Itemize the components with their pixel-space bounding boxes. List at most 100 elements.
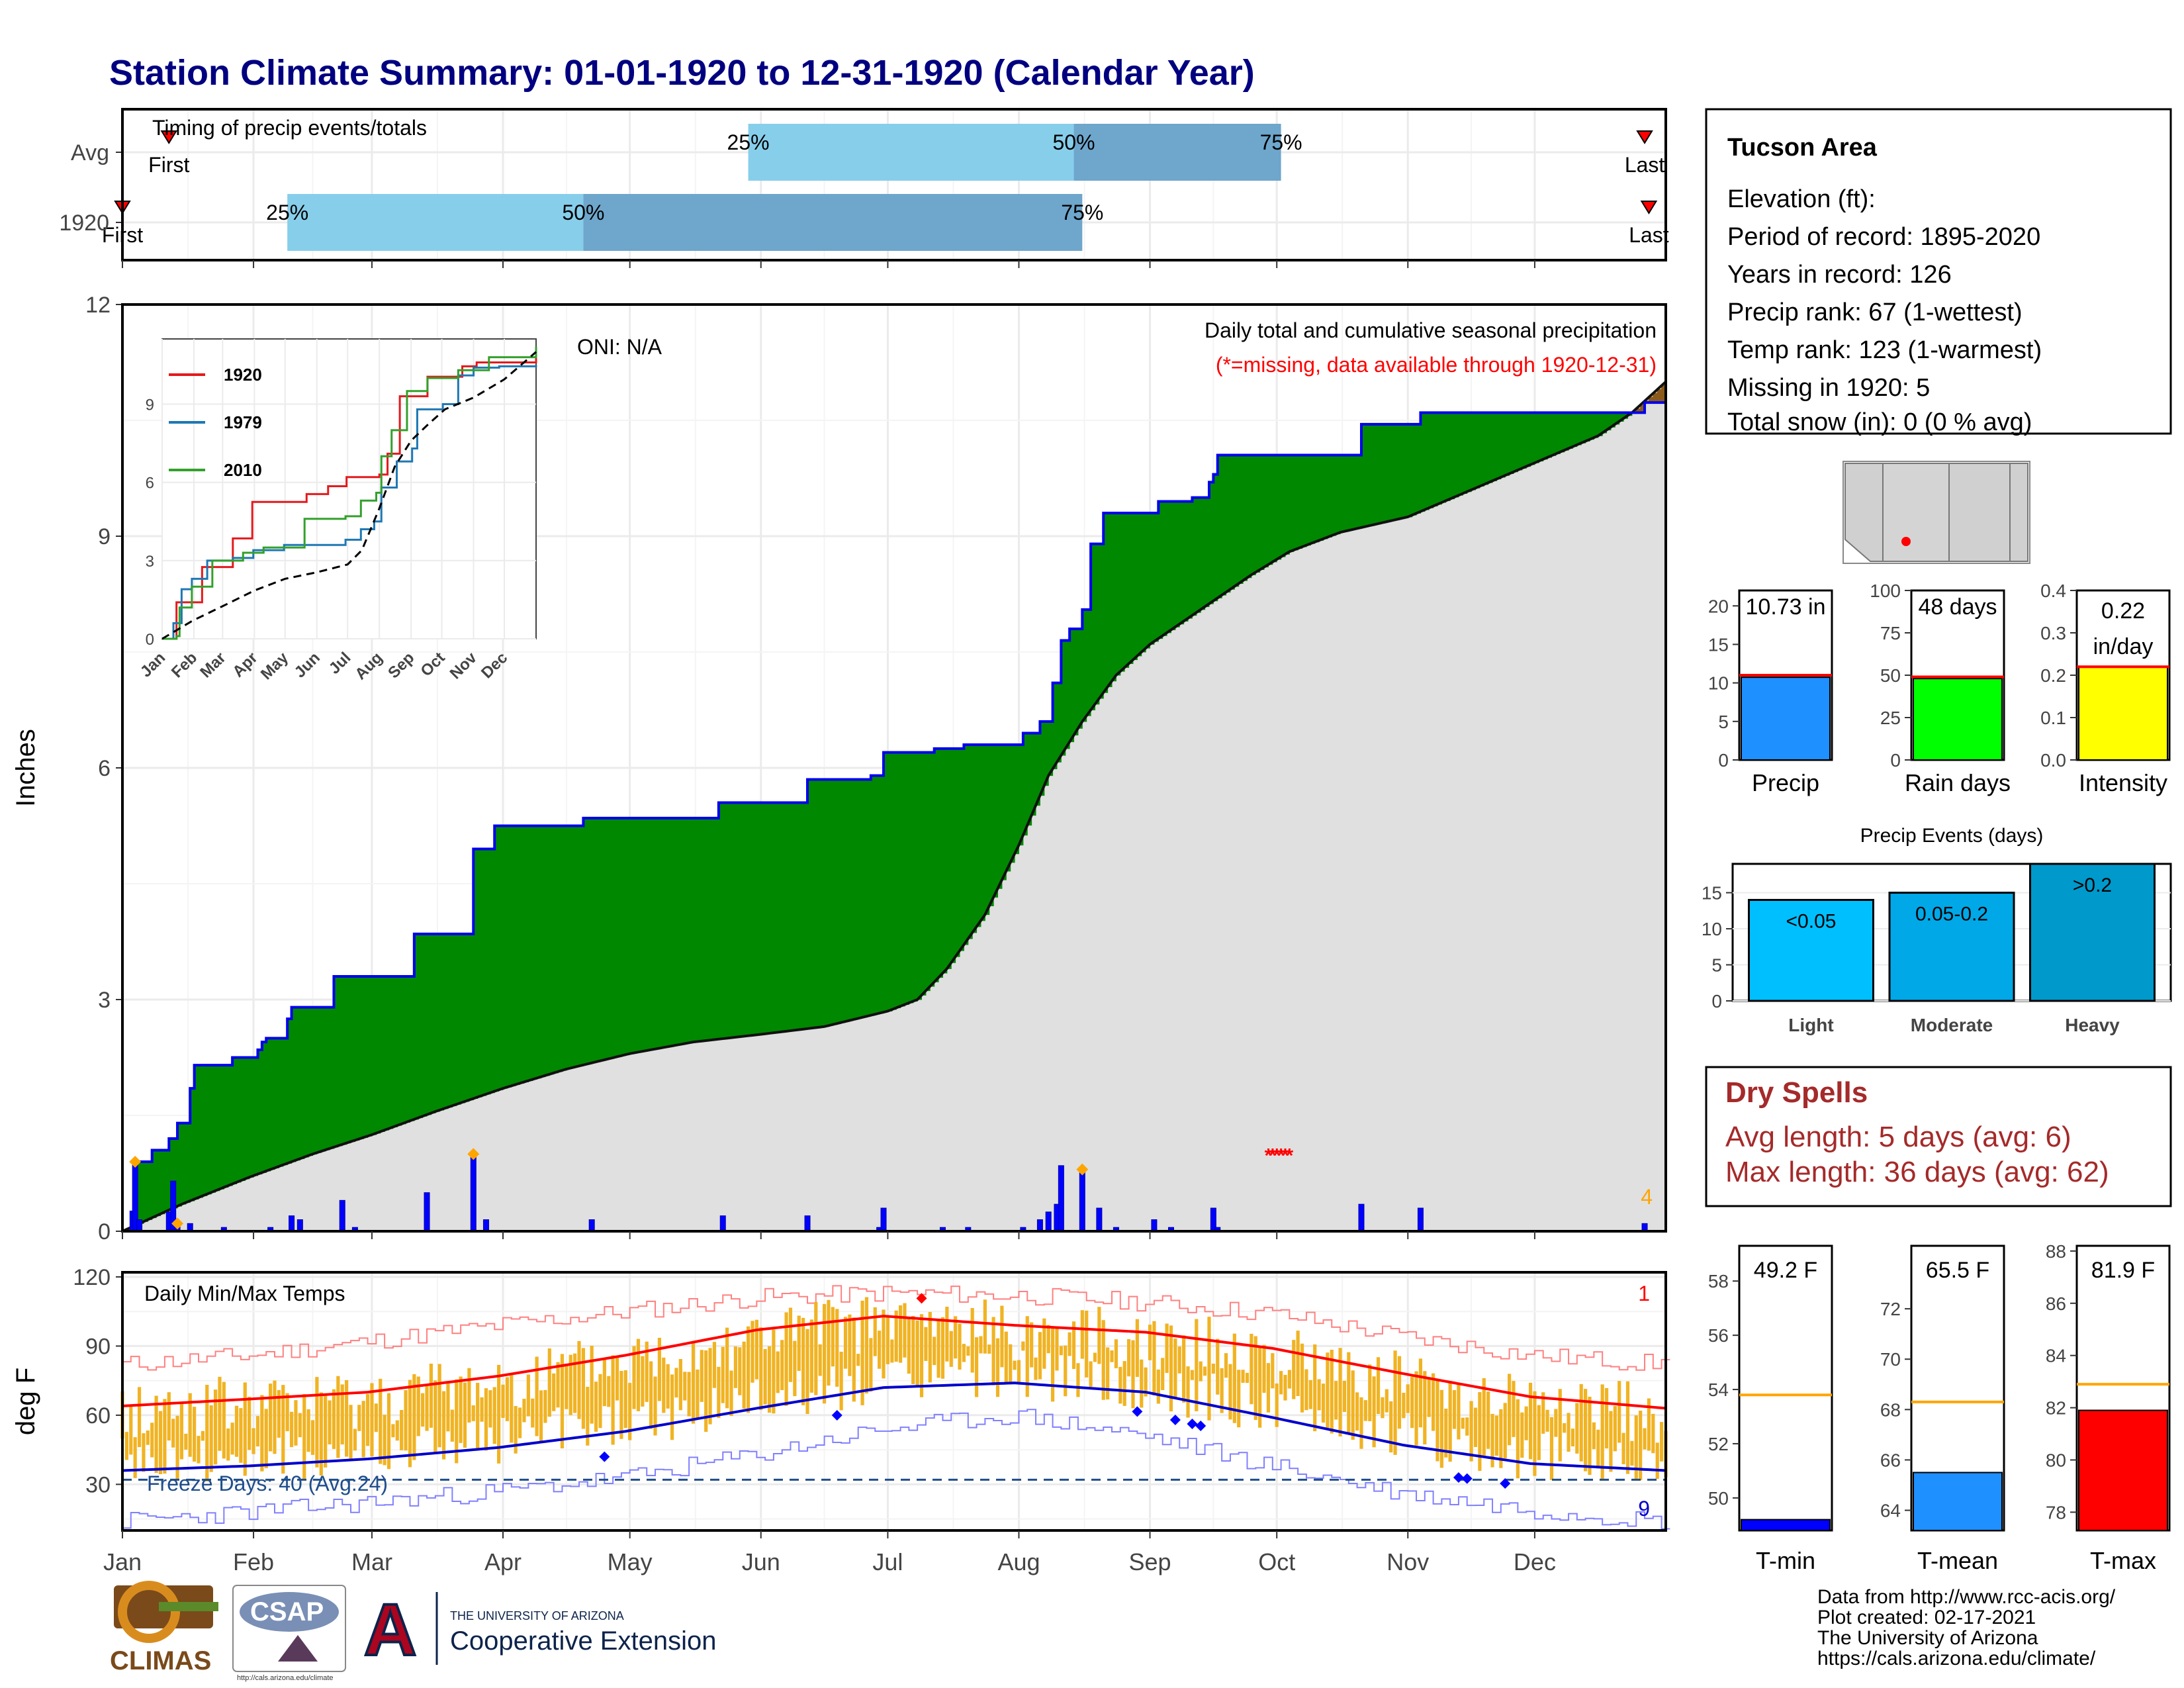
years-in-record: Years in record: 126 xyxy=(1727,261,1952,289)
event-bar xyxy=(1888,892,2015,1002)
summary-ytick-label: 75 xyxy=(1880,623,1901,643)
timing-first-marker xyxy=(160,130,178,144)
summary-bar xyxy=(1913,678,2003,761)
daily-precip-bar xyxy=(136,1219,143,1232)
record-low-marker xyxy=(1132,1406,1143,1417)
inset-legend-label: 1920 xyxy=(224,365,262,385)
timing-pct-label: 50% xyxy=(562,201,604,224)
month-label: Jun xyxy=(742,1548,780,1575)
record-low-marker xyxy=(1169,1414,1181,1425)
tsum-frame xyxy=(1738,1244,1833,1532)
month-label: Feb xyxy=(233,1548,274,1575)
tsum-bar xyxy=(2078,1409,2168,1532)
summary-bars: 10.73 in 0 5 10 15 20 Precip 48 days 0 25 50 75 100 R… xyxy=(1708,581,2171,796)
record-low-marker xyxy=(831,1410,842,1421)
precip-ytick-label: 3 xyxy=(98,988,111,1013)
ua-name: THE UNIVERSITY OF ARIZONA xyxy=(450,1609,624,1622)
tsum-ytick-label: 64 xyxy=(1880,1501,1901,1521)
precip-annotation: Daily total and cumulative seasonal prec… xyxy=(1205,318,1657,342)
daily-precip-bar xyxy=(880,1207,887,1232)
month-label: May xyxy=(608,1548,653,1575)
month-label: Jan xyxy=(103,1548,142,1575)
summary-ytick-label: 5 xyxy=(1718,712,1729,732)
precip-ytick-label: 0 xyxy=(98,1219,111,1244)
university-of-arizona-logo: A THE UNIVERSITY OF ARIZONA Cooperative … xyxy=(363,1588,716,1672)
tsum-ytick-label: 52 xyxy=(1708,1434,1729,1454)
tsum-value-label: 65.5 F xyxy=(1926,1258,1989,1283)
station-info-box: Tucson Area Elevation (ft): Period of re… xyxy=(1705,108,2172,436)
daily-precip-bar xyxy=(470,1153,477,1232)
extreme-precip-marker xyxy=(467,1148,480,1160)
temp-rank: Temp rank: 123 (1-warmest) xyxy=(1727,336,2042,364)
month-label: Sep xyxy=(1129,1548,1171,1575)
timing-pct-label: 25% xyxy=(727,130,770,154)
record-high-marker xyxy=(916,1293,927,1304)
tsum-label: T-max xyxy=(2090,1547,2156,1574)
freeze-days-label: Freeze Days: 40 (Avg:24) xyxy=(147,1472,388,1495)
event-bar-label: >0.2 xyxy=(2073,874,2112,896)
extreme-precip-marker xyxy=(171,1217,184,1230)
total-snow: Total snow (in): 0 (0 % avg) xyxy=(1727,408,2032,436)
summary-value-label: 0.22 xyxy=(2101,598,2145,624)
event-bar xyxy=(2029,863,2156,1002)
events-ytick-label: 15 xyxy=(1702,883,1722,904)
missing-day-marker: * xyxy=(1281,1145,1289,1166)
temp-ytick-label: 120 xyxy=(73,1265,111,1290)
daily-precip-bar xyxy=(296,1219,303,1232)
cooperative-extension: Cooperative Extension xyxy=(450,1626,716,1656)
summary-bar xyxy=(1741,677,1831,761)
footer-plot-created: Plot created: 02-17-2021 xyxy=(1817,1607,2036,1628)
tsum-ytick-label: 68 xyxy=(1880,1399,1901,1420)
tsum-ytick-label: 88 xyxy=(2046,1241,2066,1262)
timing-title: Timing of precip events/totals xyxy=(152,116,427,140)
daily-precip-bar xyxy=(339,1199,345,1232)
daily-precip-bar xyxy=(1045,1211,1052,1232)
daily-precip-bar xyxy=(1036,1219,1043,1232)
summary-ytick-label: 0.0 xyxy=(2040,750,2066,771)
record-max-line xyxy=(122,1285,1670,1371)
station-location-marker xyxy=(1901,537,1911,546)
inset-series-line xyxy=(162,358,537,640)
location-map xyxy=(1843,461,2030,564)
daily-precip-bar xyxy=(1417,1207,1424,1232)
csap-logo-url: http://cals.arizona.edu/climate xyxy=(237,1674,334,1682)
inset-average-line xyxy=(161,351,537,640)
tsum-ytick-label: 86 xyxy=(2046,1293,2066,1314)
inset-ytick-label: 9 xyxy=(146,396,154,414)
tsum-ytick-label: 50 xyxy=(1708,1488,1729,1509)
month-label: Oct xyxy=(1258,1548,1295,1575)
missing-day-marker: * xyxy=(1286,1145,1294,1166)
precip-ytick-label: 6 xyxy=(98,756,111,781)
missing-day-marker: * xyxy=(1277,1145,1285,1166)
normal-precip-line xyxy=(122,381,1667,1233)
daily-precip-bar xyxy=(1058,1165,1064,1232)
summary-value-unit: in/day xyxy=(2093,634,2154,659)
temp-panel: Daily Min/Max Temps Freeze Days: 40 (Avg:… xyxy=(11,1265,1670,1532)
normal-min-line xyxy=(122,1382,1666,1472)
extreme-precip-marker xyxy=(1076,1163,1089,1176)
extreme-precip-marker xyxy=(129,1156,142,1168)
dry-spells-title: Dry Spells xyxy=(1725,1076,1868,1109)
csap-logo-text: CSAP xyxy=(250,1597,324,1626)
tsum-ytick-label: 84 xyxy=(2046,1346,2066,1366)
temp-panel-title: Daily Min/Max Temps xyxy=(144,1282,345,1305)
temp-ytick-label: 90 xyxy=(85,1334,111,1359)
inset-ytick-label: 3 xyxy=(146,553,154,571)
timing-bar-q1 xyxy=(748,124,1074,181)
missing-day-marker: * xyxy=(1273,1145,1281,1166)
event-category: Moderate xyxy=(1911,1015,1993,1035)
timing-bar-q1 xyxy=(287,194,584,251)
tsum-bar xyxy=(1741,1519,1831,1532)
events-ytick-label: 0 xyxy=(1711,991,1722,1011)
precip-missing-annotation: (*=missing, data available through 1920-… xyxy=(1216,353,1657,377)
event-category: Light xyxy=(1788,1015,1833,1035)
summary-ytick-label: 0 xyxy=(1890,750,1901,771)
footer-university: The University of Arizona xyxy=(1817,1627,2038,1649)
summary-ytick-label: 15 xyxy=(1708,634,1729,655)
oni-label: ONI: N/A xyxy=(577,335,662,359)
precip-ylabel: Inches xyxy=(11,729,40,807)
timing-row-label: 1920 xyxy=(59,211,109,236)
record-min-line xyxy=(122,1409,1670,1530)
